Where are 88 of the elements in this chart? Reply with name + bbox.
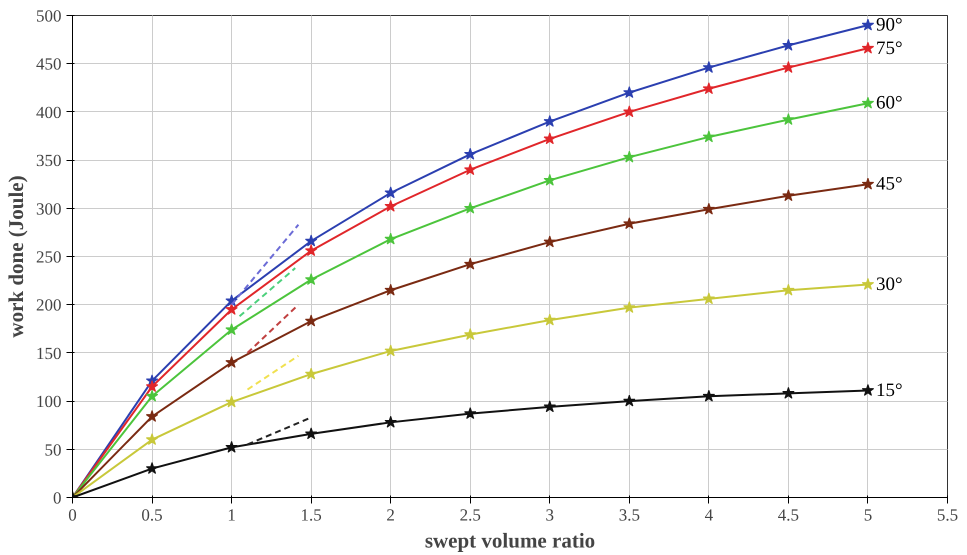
point: [702, 130, 716, 142]
point: [862, 42, 874, 54]
series-label: 45°: [876, 174, 903, 195]
y-tick-label: 100: [36, 392, 62, 412]
point: [384, 416, 397, 428]
point: [225, 396, 238, 408]
point: [384, 200, 397, 212]
y-tick-label: 400: [36, 102, 62, 122]
point: [782, 61, 795, 73]
series-label: 75°: [876, 38, 903, 59]
y-tick-label: 300: [36, 199, 62, 218]
x-tick-label: 3.5: [618, 506, 640, 524]
x-axis-title: swept volume ratio: [424, 528, 596, 552]
point: [384, 284, 397, 296]
y-tick-label: 250: [36, 248, 62, 266]
point: [304, 244, 318, 256]
series-label: 90°: [876, 14, 903, 36]
point: [384, 186, 397, 198]
point: [702, 61, 716, 73]
point: [782, 284, 795, 296]
point: [862, 178, 874, 190]
point: [544, 115, 556, 127]
point: [464, 148, 476, 160]
point: [544, 314, 556, 326]
point: [862, 18, 874, 30]
series-label: 60°: [876, 92, 903, 114]
point: [225, 356, 238, 368]
y-tick-label: 50: [44, 440, 62, 460]
point: [304, 368, 318, 380]
series-label: 15°: [876, 380, 903, 401]
y-tick-label: 200: [36, 296, 62, 315]
point: [782, 38, 795, 51]
point: [464, 202, 476, 214]
x-tick-label: 2: [386, 506, 395, 524]
point: [146, 433, 158, 446]
point: [702, 390, 716, 402]
x-tick-label: 0.5: [141, 506, 163, 524]
point: [464, 407, 476, 419]
x-tick-label: 5.5: [936, 506, 958, 524]
point: [304, 314, 318, 326]
point: [384, 344, 397, 356]
point: [304, 427, 318, 440]
point: [782, 189, 795, 202]
point: [384, 232, 397, 244]
y-axis-title: work done (Joule): [4, 175, 28, 338]
series-label: 30°: [876, 274, 903, 295]
y-tick-label: 500: [36, 6, 62, 26]
point: [623, 301, 636, 313]
x-tick-label: 2.5: [460, 506, 481, 524]
point: [702, 82, 716, 94]
point: [782, 386, 795, 399]
point: [225, 323, 238, 336]
point: [146, 462, 158, 474]
point: [464, 163, 476, 176]
point: [146, 410, 158, 422]
point: [623, 217, 636, 230]
point: [304, 234, 318, 246]
point: [225, 440, 238, 453]
x-tick-label: 1: [227, 506, 236, 524]
point: [544, 236, 556, 248]
point: [623, 394, 636, 406]
point: [304, 273, 318, 285]
point: [225, 303, 238, 315]
y-tick-label: 150: [36, 344, 62, 363]
x-tick-label: 4: [704, 506, 714, 524]
x-tick-label: 4.5: [778, 506, 800, 524]
point: [862, 96, 874, 109]
point: [623, 86, 636, 98]
y-tick-label: 450: [36, 54, 62, 74]
point: [702, 292, 716, 304]
point: [702, 202, 716, 215]
x-tick-label: 1.5: [300, 506, 322, 524]
x-tick-label: 0: [68, 506, 77, 524]
point: [862, 384, 874, 396]
point: [146, 390, 158, 402]
point: [782, 113, 795, 125]
x-tick-label: 3: [546, 506, 554, 524]
y-tick-label: 0: [53, 488, 62, 508]
point: [862, 278, 874, 290]
point: [464, 258, 476, 270]
y-tick-label: 350: [36, 151, 62, 170]
point: [623, 150, 636, 163]
point: [544, 132, 556, 144]
point: [464, 328, 476, 340]
point: [544, 174, 556, 186]
x-tick-label: 5: [864, 506, 872, 524]
point: [146, 380, 158, 392]
point: [544, 400, 556, 412]
